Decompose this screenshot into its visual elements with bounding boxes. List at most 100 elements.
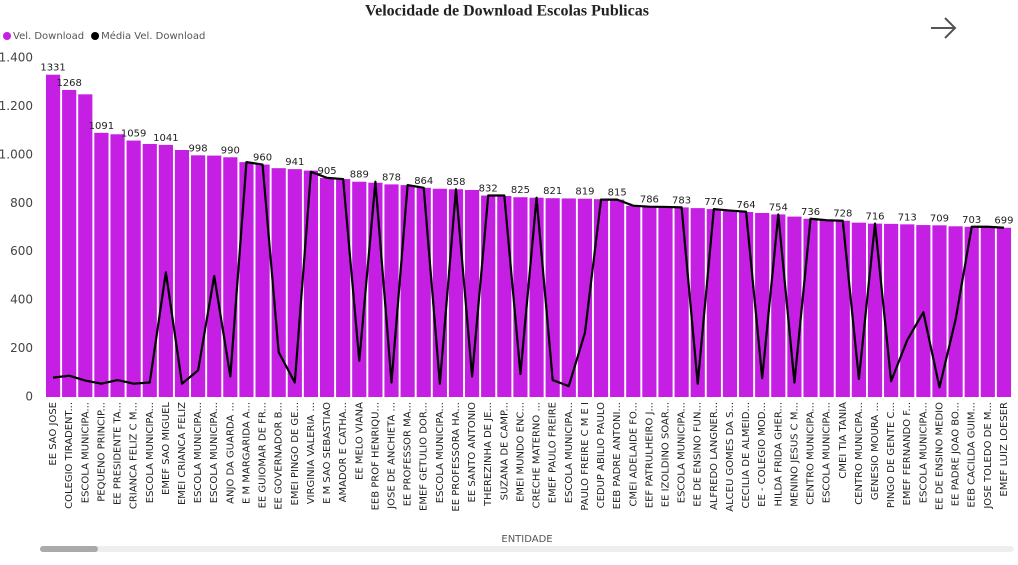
legend-label: Vel. Download [13, 31, 84, 42]
bar [932, 225, 947, 397]
x-tick-label: EE PROFESSOR MA... [403, 402, 414, 506]
bar [142, 143, 157, 397]
x-tick-label: ESCOLA MUNICIPA... [822, 402, 833, 503]
bar [448, 189, 464, 397]
bar [529, 197, 544, 397]
next-arrow[interactable] [931, 17, 957, 39]
x-tick-label: ALFREDO LANGNER... [709, 402, 720, 510]
x-tick-label: CMEI ADELAIDE FO... [628, 402, 639, 506]
data-label: 709 [930, 213, 949, 224]
bar [416, 187, 431, 397]
bar [948, 226, 963, 397]
bar [255, 164, 270, 397]
bar [239, 162, 254, 397]
bar [497, 196, 512, 397]
x-tick-label: EMEI PINGO DE GE... [290, 402, 301, 505]
data-label: 819 [575, 187, 594, 198]
bar [368, 182, 383, 397]
bar [916, 225, 931, 397]
x-tick-label: ESCOLA MUNICIPA... [918, 402, 929, 503]
x-tick-label: E M MARGARIDA A... [241, 402, 252, 504]
bar [94, 132, 109, 397]
data-label: 786 [640, 195, 659, 206]
x-tick-label: CENTRO MUNICIPA... [806, 402, 817, 505]
x-tick-label: EE - COLEGIO MOD... [757, 402, 768, 507]
data-label: 960 [253, 153, 272, 164]
x-tick-label: AMADOR E CATHA... [338, 402, 349, 502]
bar [803, 218, 818, 397]
bar [352, 181, 367, 397]
x-tick-label: CECILIA DE ALMEID... [741, 402, 752, 509]
data-label: 1091 [89, 121, 114, 132]
x-tick-label: EE PRESIDENTE TA... [113, 402, 124, 505]
scrollbar-track[interactable] [40, 546, 1014, 552]
bar [738, 212, 754, 397]
bar [319, 177, 335, 397]
data-label: 736 [801, 207, 820, 218]
bar [706, 209, 721, 397]
x-tick-label: EE DE ENSINO MEDIO [934, 402, 945, 510]
x-tick-label: SUZANA DE CAMP... [499, 402, 510, 500]
x-tick-label: EMEF GETULIO DOR... [419, 402, 430, 511]
x-tick-label: CRIANCA FELIZ C M... [129, 402, 140, 509]
x-tick-label: EMEF LUIZ LOESER [999, 402, 1010, 497]
data-label: 783 [672, 195, 691, 206]
x-tick-label: CMEI TIA TANIA [838, 402, 849, 479]
bar [674, 207, 689, 397]
bar [545, 198, 560, 397]
x-tick-label: EE SAO JOSE [48, 402, 59, 466]
x-axis-title: ENTIDADE [501, 534, 552, 545]
x-tick-label: EEB PROF HENRIQU... [370, 402, 381, 510]
x-tick-label: EE MELO VIANA [354, 402, 365, 480]
x-tick-label: ESCOLA MUNICIPA... [435, 402, 446, 503]
x-tick-label: ESCOLA MUNICIPA... [80, 402, 91, 503]
bar [432, 188, 447, 397]
data-label: 889 [350, 170, 369, 181]
data-label: 941 [285, 157, 304, 168]
bar [996, 227, 1012, 397]
bar [819, 220, 834, 397]
data-label: 1059 [121, 129, 146, 140]
bar [658, 206, 673, 397]
bar [287, 169, 302, 397]
scrollbar-thumb[interactable] [40, 546, 98, 552]
data-label: 858 [446, 177, 465, 188]
bar [626, 205, 641, 397]
bar [964, 226, 979, 397]
y-tick-label: 0 [25, 390, 33, 404]
x-tick-label: VIRGINIA VALERIA ... [306, 402, 317, 504]
bar [561, 198, 576, 397]
data-label: 821 [543, 186, 562, 197]
bar [642, 206, 657, 397]
x-tick-label: PINGO DE GENTE C... [886, 402, 897, 508]
x-tick-label: ANJO DA GUARDA ... [225, 402, 236, 504]
data-label: 825 [511, 185, 530, 196]
data-label: 728 [833, 209, 852, 220]
x-tick-label: EE GUIOMAR DE FR... [258, 402, 269, 508]
x-tick-label: COLEGIO TIRADENT... [64, 402, 75, 509]
x-tick-label: ESCOLA MUNICIPA... [209, 402, 220, 503]
x-tick-label: EMEF PAULO FREIRE [548, 402, 559, 503]
data-label: 905 [317, 166, 336, 177]
legend-marker [91, 32, 100, 40]
y-tick-label: 400 [10, 293, 33, 307]
x-tick-label: ESCOLA MUNICIPA... [193, 402, 204, 503]
y-tick-label: 600 [10, 244, 33, 258]
arrow-icon[interactable] [931, 17, 957, 39]
data-label: 864 [414, 176, 433, 187]
line [52, 161, 1005, 389]
bar [174, 150, 190, 397]
data-label: 754 [769, 202, 788, 213]
x-tick-label: ESCOLA MUNICIPA... [145, 402, 156, 503]
y-tick-label: 1.400 [0, 51, 33, 65]
bar [303, 170, 319, 397]
x-tick-label: EMEF FERNANDO F... [902, 402, 913, 505]
data-label: 832 [479, 184, 498, 195]
data-label: 990 [221, 145, 240, 156]
chart-title: Velocidade de Download Escolas Publicas [365, 3, 649, 20]
x-tick-label: CEDUP ABILIO PAULO [596, 402, 607, 509]
bar [481, 195, 496, 397]
bar [593, 199, 609, 397]
